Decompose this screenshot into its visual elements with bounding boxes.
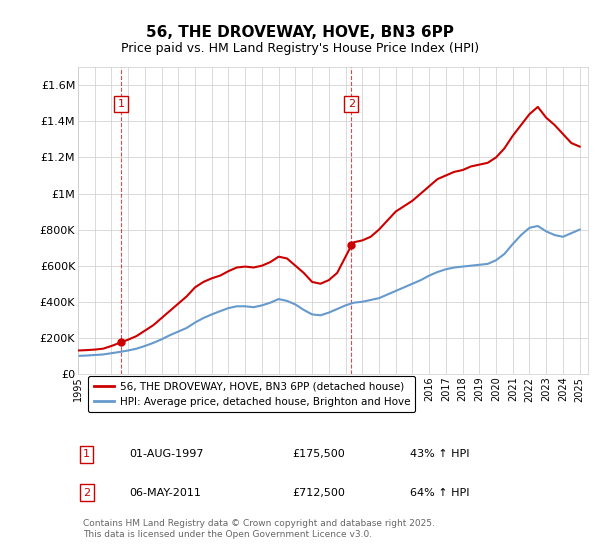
Text: £175,500: £175,500: [292, 450, 345, 459]
Text: Contains HM Land Registry data © Crown copyright and database right 2025.
This d: Contains HM Land Registry data © Crown c…: [83, 519, 435, 539]
Text: 1: 1: [83, 450, 90, 459]
Text: 64% ↑ HPI: 64% ↑ HPI: [409, 488, 469, 498]
Text: 06-MAY-2011: 06-MAY-2011: [129, 488, 201, 498]
Text: 1: 1: [118, 99, 125, 109]
Text: Price paid vs. HM Land Registry's House Price Index (HPI): Price paid vs. HM Land Registry's House …: [121, 42, 479, 55]
Text: £712,500: £712,500: [292, 488, 345, 498]
Text: 43% ↑ HPI: 43% ↑ HPI: [409, 450, 469, 459]
Text: 01-AUG-1997: 01-AUG-1997: [129, 450, 203, 459]
Text: 2: 2: [83, 488, 90, 498]
Text: 56, THE DROVEWAY, HOVE, BN3 6PP: 56, THE DROVEWAY, HOVE, BN3 6PP: [146, 25, 454, 40]
Text: 2: 2: [348, 99, 355, 109]
Legend: 56, THE DROVEWAY, HOVE, BN3 6PP (detached house), HPI: Average price, detached h: 56, THE DROVEWAY, HOVE, BN3 6PP (detache…: [88, 376, 415, 412]
